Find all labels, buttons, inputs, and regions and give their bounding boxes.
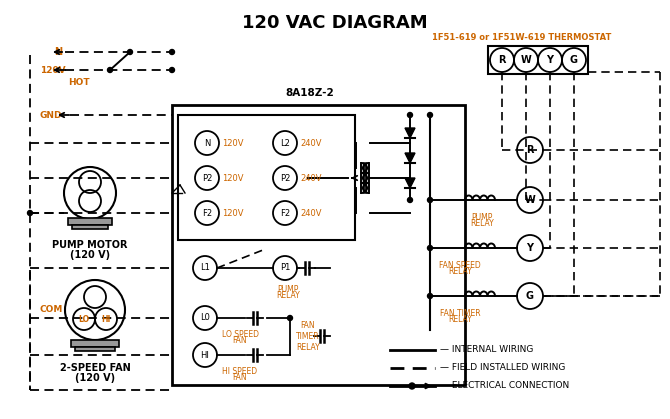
Text: HI SPEED: HI SPEED (222, 367, 257, 376)
Circle shape (409, 383, 415, 389)
Text: 240V: 240V (300, 209, 322, 217)
Text: FAN TIMER: FAN TIMER (440, 309, 480, 318)
Bar (72, 225, 108, 229)
Bar (488, 46, 588, 74)
Text: RELAY: RELAY (448, 315, 472, 324)
Text: P2: P2 (280, 173, 290, 183)
Circle shape (427, 112, 433, 117)
Bar (172, 105, 465, 385)
Text: PUMP: PUMP (277, 285, 299, 294)
Text: 240V: 240V (300, 139, 322, 147)
Polygon shape (405, 178, 415, 188)
Text: LO SPEED: LO SPEED (222, 330, 259, 339)
Text: — ELECTRICAL CONNECTION: — ELECTRICAL CONNECTION (440, 382, 570, 391)
Polygon shape (405, 153, 415, 163)
Bar (71, 340, 119, 347)
Text: G: G (526, 291, 534, 301)
Text: (120 V): (120 V) (70, 250, 110, 260)
Circle shape (427, 197, 433, 202)
Text: R: R (498, 55, 506, 65)
Text: F2: F2 (202, 209, 212, 217)
Text: 8A18Z-2: 8A18Z-2 (285, 88, 334, 98)
Polygon shape (405, 128, 415, 138)
Text: L0: L0 (200, 313, 210, 323)
Text: W: W (525, 195, 535, 205)
Text: PUMP: PUMP (471, 213, 492, 222)
Circle shape (107, 67, 113, 72)
Text: 1F51-619 or 1F51W-619 THERMOSTAT: 1F51-619 or 1F51W-619 THERMOSTAT (432, 33, 611, 41)
Circle shape (427, 293, 433, 298)
Circle shape (407, 197, 413, 202)
Text: Y: Y (547, 55, 553, 65)
Circle shape (170, 49, 174, 54)
Bar (75, 347, 115, 351)
Text: Y: Y (527, 243, 533, 253)
Text: 120V: 120V (222, 173, 243, 183)
Text: W: W (521, 55, 531, 65)
Text: L1: L1 (200, 264, 210, 272)
Text: LO: LO (78, 315, 90, 323)
Bar (68, 218, 112, 225)
Text: F2: F2 (280, 209, 290, 217)
Circle shape (127, 49, 133, 54)
Text: 120V: 120V (222, 209, 243, 217)
Text: COM: COM (40, 305, 64, 315)
Circle shape (27, 210, 33, 215)
Circle shape (170, 67, 174, 72)
Text: 120V: 120V (40, 65, 66, 75)
Text: HI: HI (101, 315, 111, 323)
Text: P2: P2 (202, 173, 212, 183)
Text: GND: GND (40, 111, 62, 119)
Text: RELAY: RELAY (276, 291, 300, 300)
Text: (120 V): (120 V) (75, 373, 115, 383)
Text: FAN: FAN (232, 373, 247, 382)
Text: R: R (526, 145, 534, 155)
Text: FAN
TIMER
RELAY: FAN TIMER RELAY (296, 321, 320, 352)
Text: P1: P1 (280, 264, 290, 272)
Text: — INTERNAL WIRING: — INTERNAL WIRING (440, 346, 533, 354)
Circle shape (407, 112, 413, 117)
Text: 120 VAC DIAGRAM: 120 VAC DIAGRAM (242, 14, 428, 32)
Text: — FIELD INSTALLED WIRING: — FIELD INSTALLED WIRING (440, 364, 565, 372)
Text: G: G (570, 55, 578, 65)
Text: PUMP MOTOR: PUMP MOTOR (52, 240, 128, 250)
Text: HOT: HOT (68, 78, 90, 86)
Text: N: N (54, 47, 62, 57)
Text: 240V: 240V (300, 173, 322, 183)
Text: RELAY: RELAY (470, 219, 494, 228)
Text: RELAY: RELAY (448, 267, 472, 276)
Circle shape (287, 316, 293, 321)
Text: FAN: FAN (232, 336, 247, 345)
Text: FAN SPEED: FAN SPEED (439, 261, 481, 270)
Text: HI: HI (200, 351, 210, 360)
Text: 120V: 120V (222, 139, 243, 147)
Text: N: N (204, 139, 210, 147)
Bar (178, 115, 355, 240)
Circle shape (427, 246, 433, 251)
Text: L2: L2 (280, 139, 290, 147)
Text: 2-SPEED FAN: 2-SPEED FAN (60, 363, 131, 373)
